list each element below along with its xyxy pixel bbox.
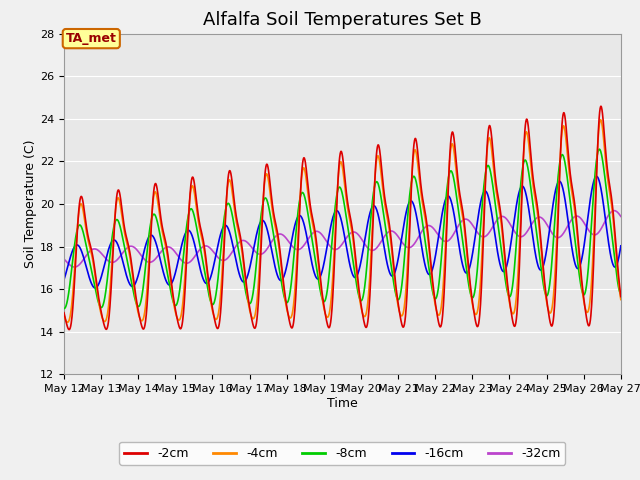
Text: TA_met: TA_met: [66, 32, 116, 45]
Legend: -2cm, -4cm, -8cm, -16cm, -32cm: -2cm, -4cm, -8cm, -16cm, -32cm: [120, 442, 565, 465]
Y-axis label: Soil Temperature (C): Soil Temperature (C): [24, 140, 37, 268]
Title: Alfalfa Soil Temperatures Set B: Alfalfa Soil Temperatures Set B: [203, 11, 482, 29]
X-axis label: Time: Time: [327, 397, 358, 410]
